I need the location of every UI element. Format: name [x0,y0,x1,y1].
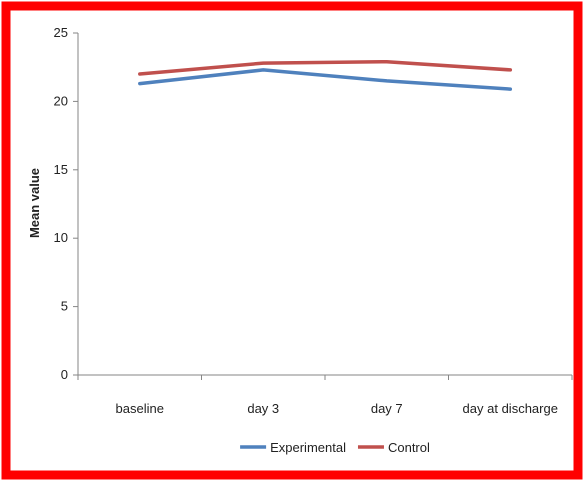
y-axis-title: Mean value [27,168,42,238]
x-tick-label: day 3 [247,401,279,416]
legend-item-control: Control [357,440,430,455]
series-line-control [138,59,513,76]
series-line-experimental [138,68,513,91]
legend: Experimental Control [240,440,430,455]
axes: 0 5 10 15 20 25 baseline day 3 day 7 day at disch… [54,25,573,416]
y-tick-label: 5 [61,299,68,314]
x-tick-label: day 7 [371,401,403,416]
y-tick-label: 0 [61,367,68,382]
y-tick-label: 20 [54,93,68,108]
series-layer [138,59,513,91]
x-tick-label: baseline [116,401,164,416]
x-tick-label: day at discharge [463,401,558,416]
legend-label: Experimental [270,440,346,455]
legend-label: Control [388,440,430,455]
y-tick-label: 15 [54,162,68,177]
y-tick-label: 10 [54,230,68,245]
y-tick-label: 25 [54,25,68,40]
legend-item-experimental: Experimental [240,440,346,455]
